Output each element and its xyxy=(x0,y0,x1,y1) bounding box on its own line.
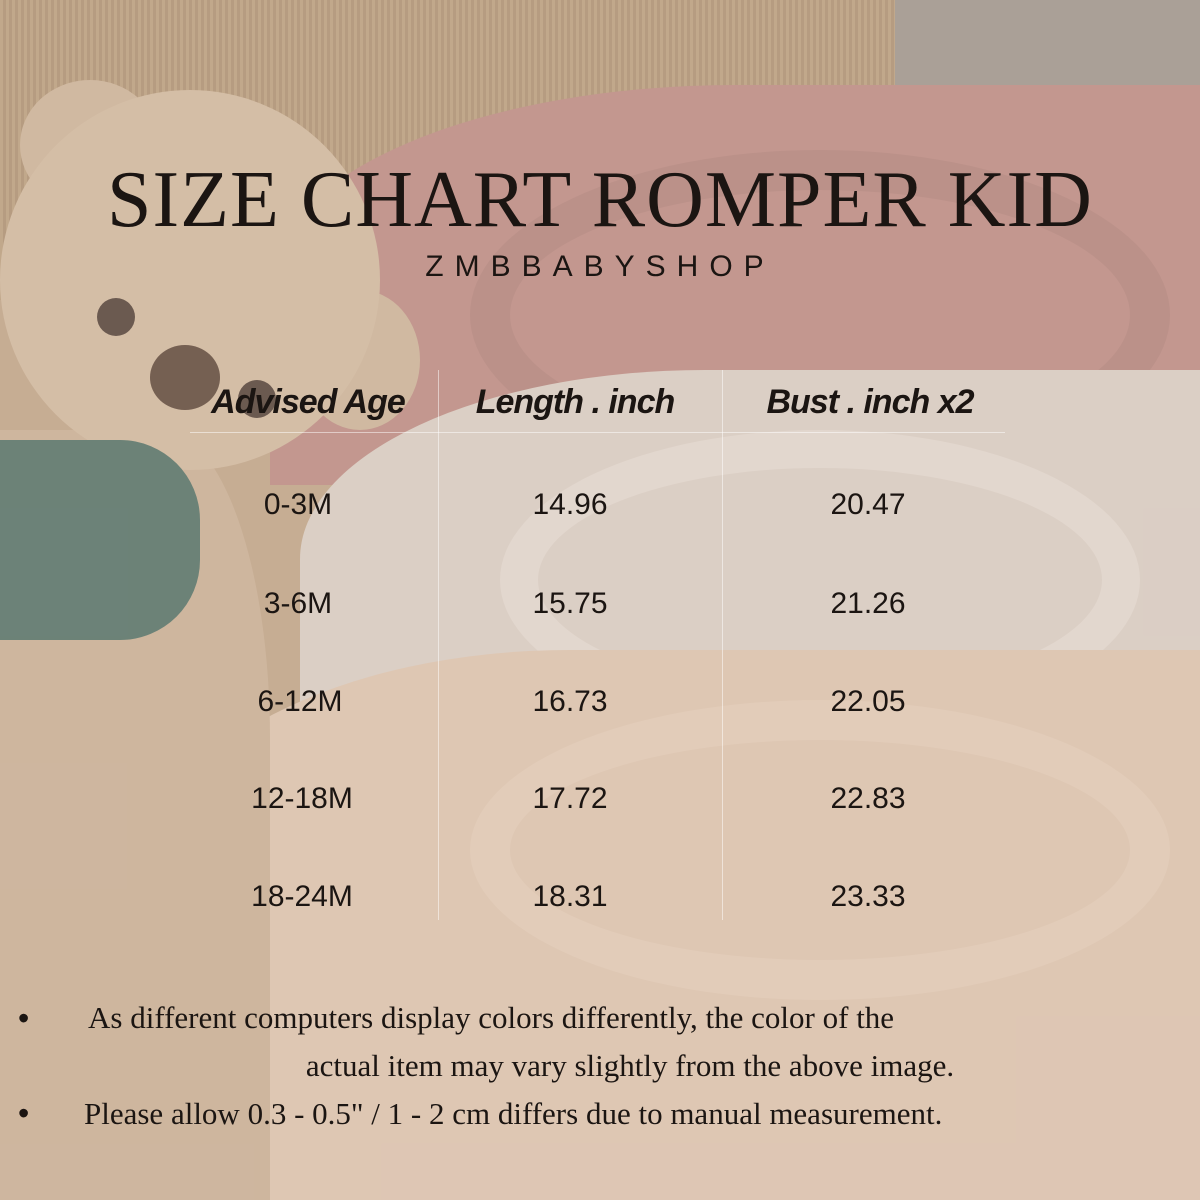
note-measurement: Please allow 0.3 - 0.5" / 1 - 2 cm diffe… xyxy=(84,1096,943,1131)
header-bust: Bust . inch x2 xyxy=(766,383,974,421)
column-divider xyxy=(722,370,723,920)
cell-length: 18.31 xyxy=(532,880,608,913)
cell-length: 16.73 xyxy=(532,685,608,718)
cell-bust: 21.26 xyxy=(830,587,906,620)
cell-age: 18-24M xyxy=(251,880,353,913)
bear-nose xyxy=(150,345,220,410)
header-length: Length . inch xyxy=(475,383,676,421)
bear-eye xyxy=(97,298,135,336)
column-divider xyxy=(438,370,439,920)
cell-age: 0-3M xyxy=(263,488,333,521)
header-advised-age: Advised Age xyxy=(211,383,406,421)
bullet-icon: • xyxy=(18,1000,30,1036)
note-colors-line1: As different computers display colors di… xyxy=(88,1000,895,1035)
cell-age: 3-6M xyxy=(263,587,333,620)
brand-name: ZMBBABYSHOP xyxy=(425,250,775,283)
header-divider xyxy=(190,432,1005,433)
cell-bust: 20.47 xyxy=(830,488,906,521)
cell-bust: 22.83 xyxy=(830,782,906,815)
cell-bust: 23.33 xyxy=(830,880,906,913)
bear-scarf xyxy=(0,440,200,640)
cell-age: 6-12M xyxy=(257,685,343,718)
note-colors-line2: actual item may vary slightly from the a… xyxy=(305,1048,955,1083)
cell-age: 12-18M xyxy=(251,782,353,815)
cell-length: 14.96 xyxy=(532,488,608,521)
cell-length: 17.72 xyxy=(532,782,608,815)
bullet-icon: • xyxy=(18,1095,30,1131)
cell-bust: 22.05 xyxy=(830,685,906,718)
page-title: SIZE CHART ROMPER KID xyxy=(107,156,1093,244)
bear-eye xyxy=(238,380,276,418)
cell-length: 15.75 xyxy=(532,587,608,620)
